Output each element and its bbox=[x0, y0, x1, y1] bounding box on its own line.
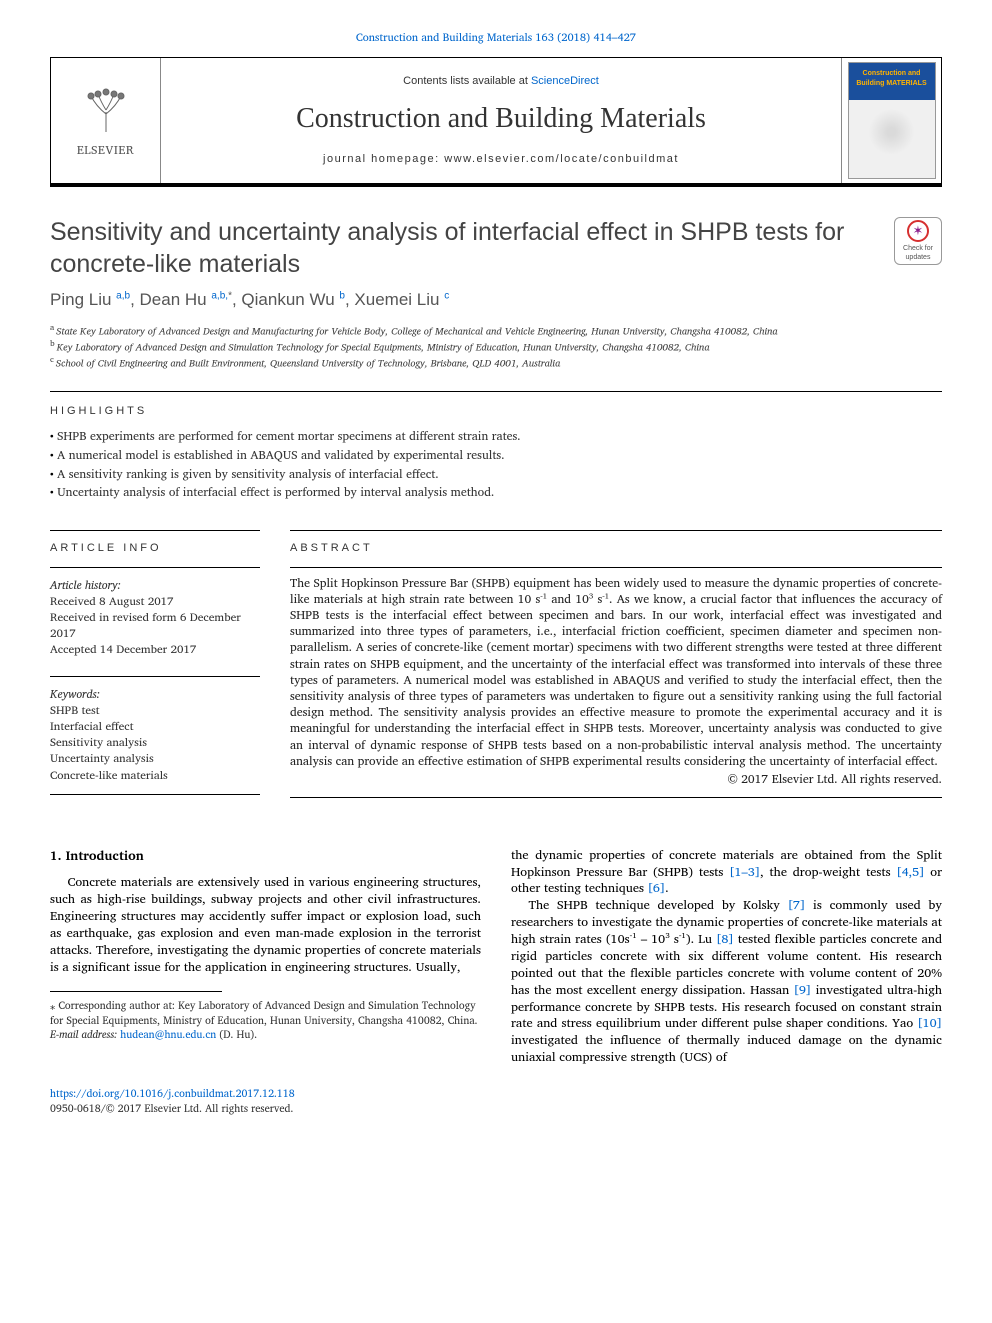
history-accepted: Accepted 14 December 2017 bbox=[50, 642, 260, 658]
corresponding-author-note: ⁎ Corresponding author at: Key Laborator… bbox=[50, 998, 481, 1026]
author-2-aff[interactable]: a,b, bbox=[211, 290, 228, 301]
intro-para-1b-2: , the drop-weight tests bbox=[760, 862, 896, 882]
affiliation-b-text: Key Laboratory of Advanced Design and Si… bbox=[57, 339, 710, 355]
article-history: Article history: Received 8 August 2017 … bbox=[50, 567, 260, 658]
highlight-item: A sensitivity ranking is given by sensit… bbox=[50, 467, 942, 484]
email-label: E-mail address: bbox=[50, 1025, 120, 1043]
affiliation-c-text: School of Civil Engineering and Built En… bbox=[56, 356, 560, 372]
affiliation-c: cSchool of Civil Engineering and Built E… bbox=[50, 354, 942, 370]
journal-center: Contents lists available at ScienceDirec… bbox=[161, 58, 841, 183]
highlight-item: SHPB experiments are performed for cemen… bbox=[50, 429, 942, 446]
affiliation-a-text: State Key Laboratory of Advanced Design … bbox=[56, 323, 777, 339]
article-info-column: ARTICLE INFO Article history: Received 8… bbox=[50, 518, 260, 812]
homepage-line: journal homepage: www.elsevier.com/locat… bbox=[323, 152, 679, 167]
abstract-column: ABSTRACT The Split Hopkinson Pressure Ba… bbox=[290, 518, 942, 812]
cover-thumbnail: Construction and Building MATERIALS bbox=[841, 58, 941, 183]
homepage-label: journal homepage: bbox=[323, 153, 444, 165]
article-title: Sensitivity and uncertainty analysis of … bbox=[50, 217, 878, 280]
author-1-aff[interactable]: a,b bbox=[116, 290, 130, 301]
intro-para-2e: investigated the influence of thermally … bbox=[511, 1030, 942, 1067]
affiliation-b: bKey Laboratory of Advanced Design and S… bbox=[50, 338, 942, 354]
elsevier-tree-icon bbox=[78, 82, 133, 137]
journal-name: Construction and Building Materials bbox=[296, 99, 706, 138]
author-4-aff[interactable]: c bbox=[444, 290, 449, 301]
section-heading-intro: 1. Introduction bbox=[50, 847, 481, 865]
author-2: Dean Hu bbox=[140, 290, 207, 309]
issn-copyright: 0950-0618/© 2017 Elsevier Ltd. All right… bbox=[50, 1099, 293, 1117]
author-1: Ping Liu bbox=[50, 290, 111, 309]
corr-note-text: ⁎ Corresponding author at: Key Laborator… bbox=[50, 996, 478, 1028]
citation-link[interactable]: [4,5] bbox=[896, 862, 924, 882]
highlights-heading: HIGHLIGHTS bbox=[50, 404, 942, 419]
keywords-block: Keywords: SHPB test Interfacial effect S… bbox=[50, 676, 260, 795]
abstract-heading: ABSTRACT bbox=[290, 530, 942, 556]
check-for-updates-button[interactable]: ✶ Check for updates bbox=[894, 217, 942, 265]
journal-cover-icon: Construction and Building MATERIALS bbox=[848, 62, 936, 179]
check-updates-label: Check for updates bbox=[895, 244, 941, 264]
abstract-copyright: © 2017 Elsevier Ltd. All rights reserved… bbox=[290, 772, 942, 789]
header-citation: Construction and Building Materials 163 … bbox=[50, 30, 942, 45]
email-who: (D. Hu). bbox=[216, 1025, 257, 1043]
affiliations: aState Key Laboratory of Advanced Design… bbox=[50, 322, 942, 371]
publisher-logo: ELSEVIER bbox=[51, 58, 161, 183]
contents-line: Contents lists available at ScienceDirec… bbox=[403, 74, 599, 89]
citation-link[interactable]: [1–3] bbox=[729, 862, 760, 882]
sciencedirect-link[interactable]: ScienceDirect bbox=[531, 75, 599, 87]
author-2-corr[interactable]: * bbox=[228, 290, 232, 301]
contents-label: Contents lists available at bbox=[403, 75, 531, 87]
author-3-aff[interactable]: b bbox=[339, 290, 345, 301]
keyword-item: Concrete-like materials bbox=[50, 768, 260, 784]
email-footnote: E-mail address: hudean@hnu.edu.cn (D. Hu… bbox=[50, 1027, 481, 1041]
publisher-name: ELSEVIER bbox=[77, 143, 134, 160]
crossmark-icon: ✶ bbox=[907, 220, 929, 242]
footnote-separator bbox=[50, 991, 222, 992]
highlight-item: A numerical model is established in ABAQ… bbox=[50, 448, 942, 465]
divider bbox=[290, 797, 942, 798]
body-text: 1. Introduction Concrete materials are e… bbox=[50, 847, 942, 1066]
journal-masthead: ELSEVIER Contents lists available at Sci… bbox=[50, 57, 942, 187]
intro-para-1a: Concrete materials are extensively used … bbox=[50, 872, 481, 976]
history-revised: Received in revised form 6 December 2017 bbox=[50, 610, 260, 642]
abstract-text: The Split Hopkinson Pressure Bar (SHPB) … bbox=[290, 576, 942, 770]
affiliation-a: aState Key Laboratory of Advanced Design… bbox=[50, 322, 942, 338]
divider bbox=[50, 391, 942, 392]
highlight-item: Uncertainty analysis of interfacial effe… bbox=[50, 485, 942, 502]
homepage-url[interactable]: www.elsevier.com/locate/conbuildmat bbox=[444, 153, 679, 165]
highlights-list: SHPB experiments are performed for cemen… bbox=[50, 429, 942, 502]
author-4: Xuemei Liu bbox=[354, 290, 439, 309]
authors: Ping Liu a,b, Dean Hu a,b,*, Qiankun Wu … bbox=[50, 288, 942, 312]
author-3: Qiankun Wu bbox=[241, 290, 334, 309]
page-footer: https://doi.org/10.1016/j.conbuildmat.20… bbox=[50, 1086, 942, 1115]
article-info-heading: ARTICLE INFO bbox=[50, 530, 260, 556]
email-link[interactable]: hudean@hnu.edu.cn bbox=[120, 1025, 216, 1043]
